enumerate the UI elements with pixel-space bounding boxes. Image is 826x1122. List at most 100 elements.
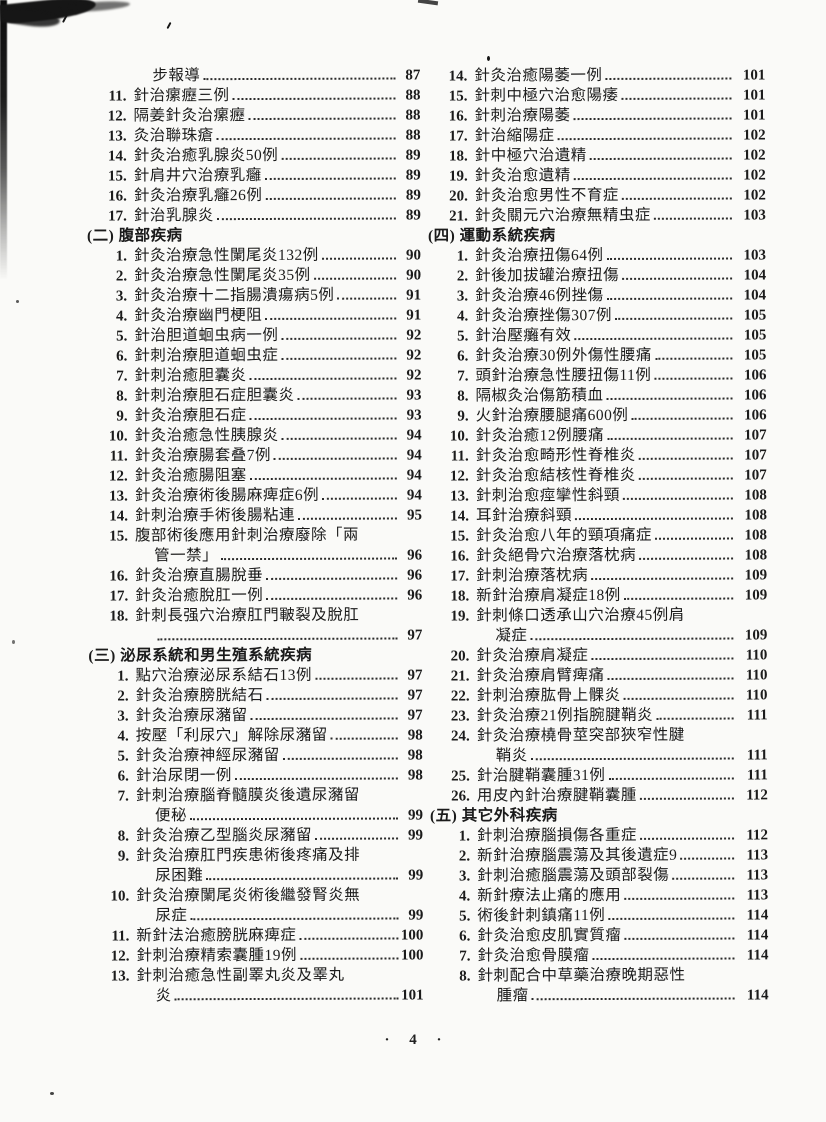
entry-page: 96 [407, 547, 423, 564]
toc-entry: 12. 針刺治療精索囊腫19例 100 [89, 945, 424, 966]
entry-title-continuation: 步報導 [152, 67, 201, 85]
dot-leader [591, 657, 734, 661]
entry-page: 90 [405, 247, 422, 264]
entry-number: 8. [459, 968, 471, 985]
entry-number: 7. [117, 788, 129, 805]
dot-leader [606, 297, 733, 300]
toc-entry: 3. 針刺治癒腦震蕩及頭部裂傷 113 [430, 865, 768, 886]
entry-number: 11. [450, 448, 469, 465]
toc-entry: 11. 針治瘰癧三例 88 [86, 85, 420, 106]
entry-page: 97 [407, 627, 423, 644]
entry-title: 針後加拔罐治療扭傷 [475, 266, 620, 285]
entry-title-continuation: 凝症 [495, 627, 528, 645]
toc-entry: 12. 針灸治癒腸阻塞 94 [88, 465, 422, 486]
entry-page: 96 [407, 587, 423, 604]
entry-title: 術後針刺鎮痛11例 [477, 906, 606, 925]
dot-leader [608, 917, 735, 920]
toc-entry-continuation: 便秘 99 [89, 805, 423, 826]
scan-speck [487, 56, 490, 61]
entry-title: 針灸治療急性闌尾炎132例 [133, 246, 319, 265]
entry-title: 針刺治療肱骨上髁炎 [476, 686, 621, 705]
entry-title: 針灸治療肛門疾患術後疼痛及排 [136, 846, 361, 865]
toc-section-header: (二) 腹部疾病 [87, 225, 421, 246]
dot-leader [297, 397, 397, 400]
entry-page: 104 [743, 267, 767, 284]
dot-leader [640, 837, 735, 840]
toc-entry: 2. 新針治療腦震蕩及其後遺症9 113 [430, 845, 768, 866]
dot-leader [589, 157, 732, 161]
toc-entry: 4. 新針療法止痛的應用 113 [430, 885, 768, 906]
dot-leader [606, 397, 733, 400]
entry-title: 針治瘰癧三例 [133, 87, 230, 105]
page-number: · 4 · [384, 1032, 442, 1048]
entry-page: 107 [744, 447, 767, 464]
dot-leader [248, 117, 396, 121]
scan-speck [12, 640, 15, 644]
toc-entry: 15. 腹部術後應用針刺治療廢除「兩 [88, 525, 422, 546]
entry-page: 113 [746, 867, 769, 884]
entry-page: 96 [407, 567, 423, 584]
entry-page: 101 [743, 107, 766, 124]
dot-leader [573, 177, 732, 181]
dot-leader [631, 417, 733, 420]
entry-number: 6. [116, 348, 128, 365]
entry-page: 114 [746, 987, 769, 1004]
entry-title: 點穴治療泌尿系結石13例 [135, 666, 313, 685]
toc-column-left: 步報導 87 11. 針治瘰癧三例 88 12. 隔姜針灸治瘰癧 88 13. 灸治聯珠瘡 88 14… [86, 65, 424, 1006]
entry-number: 20. [450, 648, 470, 665]
entry-title: 針灸治愈畸形性脊椎炎 [475, 446, 636, 465]
entry-number: 4. [117, 728, 129, 745]
entry-title: 針灸治癒脫肛一例 [135, 586, 264, 605]
dot-leader [531, 997, 735, 1001]
entry-title: 針灸治癒乳腺炎50例 [133, 146, 279, 165]
entry-page: 101 [742, 67, 766, 84]
dot-leader [265, 317, 397, 320]
entry-number: 12. [450, 468, 469, 485]
dot-leader [574, 337, 733, 341]
entry-title: 針灸治療肩凝症 [476, 647, 589, 665]
toc-entry: 4. 針灸治療幽門梗阻 91 [87, 305, 421, 326]
toc-entry: 15. 針肩井穴治療乳癰 89 [87, 165, 421, 186]
entry-title: 新針治療肩凝症18例 [476, 586, 621, 605]
dot-leader [639, 797, 734, 800]
entry-page: 95 [406, 507, 422, 524]
toc-entry: 5. 針治壓癱有效 105 [428, 325, 766, 346]
entry-title-continuation: 鞘炎 [495, 747, 528, 765]
entry-number: 11. [111, 928, 130, 945]
entry-number: 17. [448, 128, 468, 145]
toc-entry: 13. 針灸治療術後腸麻痺症6例 94 [88, 485, 422, 506]
entry-page: 113 [746, 887, 769, 904]
entry-title: 針灸治療術後腸麻痺症6例 [134, 486, 320, 505]
entry-number: 17. [109, 588, 129, 605]
dot-leader [592, 957, 735, 961]
entry-title: 用皮內針治療腱鞘囊腫 [476, 786, 637, 805]
entry-title: 針灸治療闌尾炎術後繼發腎炎無 [136, 886, 361, 905]
toc-entry: 2. 針灸治療膀胱結石 97 [89, 685, 423, 706]
entry-title-continuation: 管一禁」 [154, 547, 219, 565]
entry-title: 火針治療腰腿痛600例 [475, 406, 629, 425]
entry-page: 89 [405, 207, 421, 224]
entry-page: 91 [406, 287, 422, 304]
toc-entry-continuation: 97 [88, 625, 422, 646]
entry-number: 23. [450, 708, 470, 725]
toc-entry: 9. 針灸治療胆石症 93 [88, 405, 422, 426]
toc-entry: 26. 用皮內針治療腱鞘囊腫 112 [430, 785, 768, 806]
entry-number: 10. [110, 888, 130, 905]
toc-entry: 5. 針灸治療神經尿瀦留 98 [89, 745, 423, 766]
toc-entry: 14. 耳針治療斜頸 108 [429, 505, 767, 526]
dot-leader [607, 437, 733, 440]
entry-title-continuation: 尿症 [155, 907, 188, 925]
toc-entry: 19. 針灸治愈遺精 102 [428, 165, 766, 186]
dot-leader [281, 437, 397, 440]
entry-title: 針灸治療腸套叠7例 [134, 446, 272, 465]
toc-entry-continuation: 尿困難 99 [89, 865, 423, 886]
toc-entry: 13. 針刺治癒急性副睪丸炎及睪丸 [90, 965, 424, 986]
entry-title: 針刺長强穴治療肛門皸裂及脫肛 [135, 606, 360, 625]
entry-title: 針刺治療落枕病 [476, 567, 589, 585]
entry-number: 15. [107, 168, 127, 185]
section-label: (三) 泌尿系統和男生殖系統疾病 [88, 646, 313, 665]
entry-title: 針灸治療急性闌尾炎35例 [134, 266, 311, 285]
toc-entry: 16. 針灸絕骨穴治療落枕病 108 [429, 545, 767, 566]
entry-page: 105 [743, 327, 767, 344]
entry-page: 113 [746, 847, 769, 864]
